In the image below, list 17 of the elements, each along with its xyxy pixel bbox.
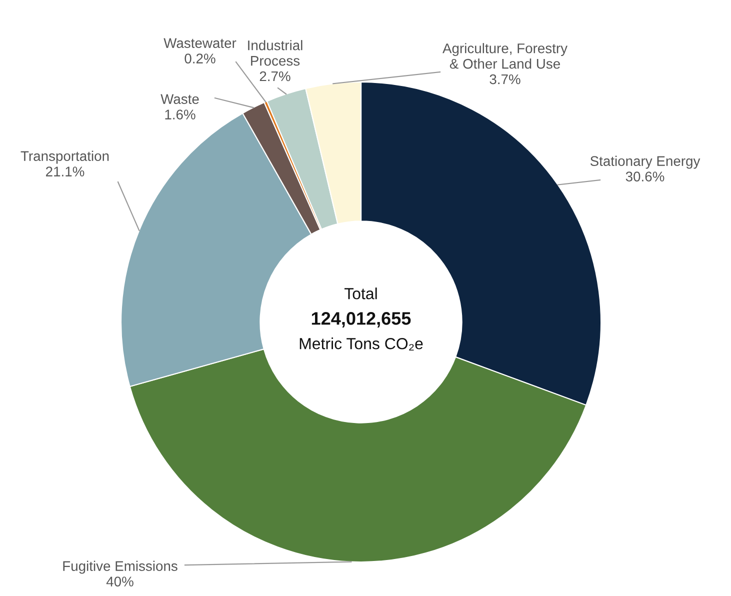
slice-label: Industrial Process [248, 40, 302, 66]
text: 124,012,655 [312, 312, 411, 328]
slice-label: Agriculture, Forestry & Other Land Use [442, 43, 568, 69]
data-label: 30.6% [626, 172, 664, 182]
slice-label: Transportation [20, 150, 109, 164]
data-label: 21.1% [46, 166, 84, 176]
data-label: 1.6% [165, 110, 196, 120]
slice-label: Fugitive Emissions [63, 560, 178, 574]
slice-label: Stationary Energy [590, 156, 700, 169]
data-label: 2.7% [260, 71, 290, 82]
data-label: 40% [106, 576, 134, 586]
text: Total [344, 288, 377, 300]
text: Metric Tons CO₂e [300, 338, 423, 350]
data-label: 0.2% [184, 54, 216, 64]
slice-label: Wastewater [164, 38, 236, 48]
slice-label: Waste [160, 94, 199, 104]
data-label: 3.7% [490, 74, 520, 84]
